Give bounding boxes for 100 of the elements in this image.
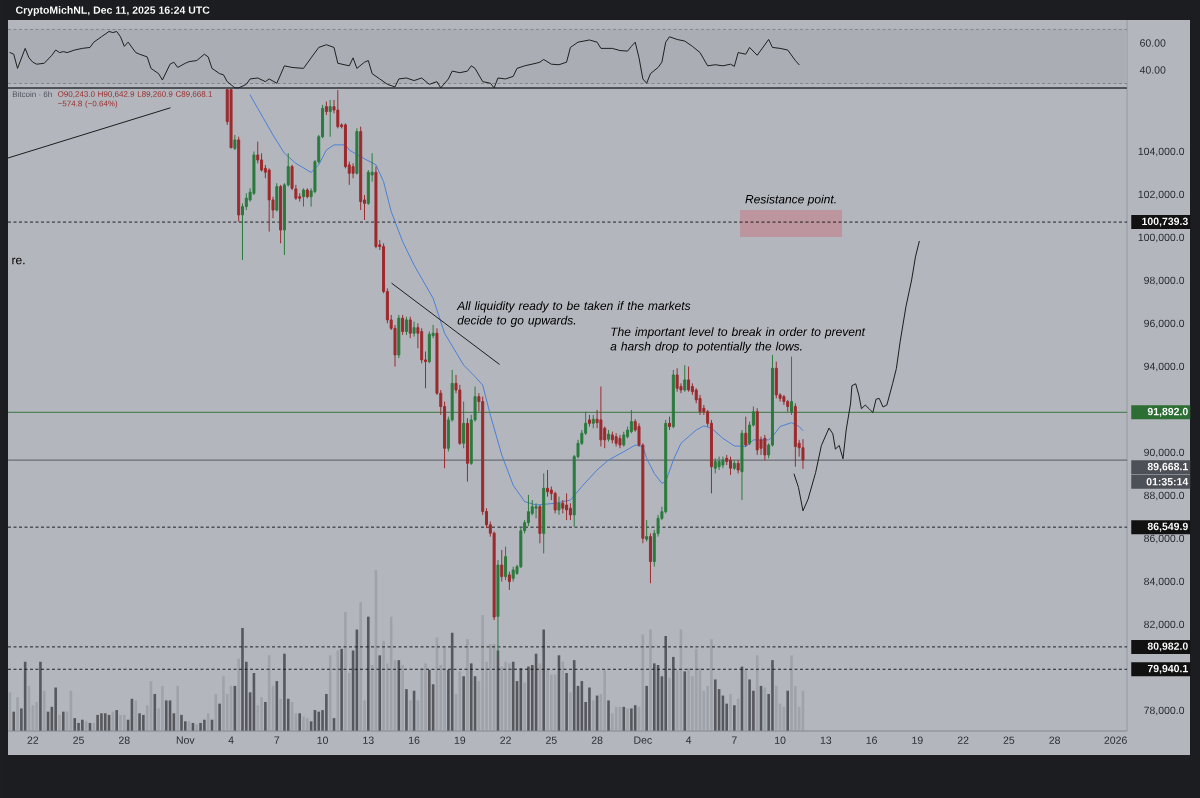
bar <box>633 705 637 731</box>
x-tick-label: 25 <box>546 736 557 744</box>
bar <box>428 669 431 731</box>
bar <box>664 636 668 731</box>
y-tick-label: 84,000.0 <box>1144 577 1185 587</box>
bar <box>652 663 656 731</box>
x-tick-label: Dec <box>634 736 652 744</box>
annotation: All liquidity ready to be taken if the markets decide to go upwards. <box>456 301 691 327</box>
bar <box>790 655 793 731</box>
bar <box>607 700 610 731</box>
candlestick <box>622 431 626 448</box>
bar <box>73 718 77 731</box>
y-tick-label: 98,000.0 <box>1144 276 1185 286</box>
candlestick <box>328 99 332 138</box>
candlestick <box>565 492 569 521</box>
candlestick <box>755 407 759 456</box>
band-label: Resistance point. <box>745 194 836 206</box>
y-tick-label: 86,000.0 <box>1144 534 1185 544</box>
bar <box>733 705 736 731</box>
candlestick <box>793 402 797 468</box>
candlestick <box>412 321 416 338</box>
bar <box>54 687 57 731</box>
x-tick-label: Nov <box>176 736 195 744</box>
bar <box>306 718 309 731</box>
bar <box>382 640 385 731</box>
bar <box>591 700 595 731</box>
candlestick <box>267 167 271 233</box>
bar <box>466 639 469 731</box>
candlestick <box>668 416 672 431</box>
bar <box>469 663 473 731</box>
y-tick-label: 100,000.0 <box>1138 233 1185 243</box>
bar <box>161 685 164 731</box>
bar <box>42 690 46 731</box>
bar <box>123 714 126 731</box>
bar <box>35 702 38 731</box>
bar <box>729 693 732 731</box>
bar <box>523 682 526 731</box>
candlestick <box>557 496 561 516</box>
bar <box>81 719 84 731</box>
x-tick-label: 10 <box>775 736 786 744</box>
y-tick-label: 96,000.0 <box>1144 319 1185 329</box>
bar <box>645 685 648 731</box>
bar <box>744 669 748 731</box>
ref-line-label: 100,739.3 <box>1142 217 1188 227</box>
candlestick <box>607 429 611 443</box>
bar <box>687 668 690 731</box>
candlestick <box>404 316 408 336</box>
ref-line-label: 91,892.0 <box>1147 407 1188 417</box>
ref-line-label: 80,982.0 <box>1147 642 1188 652</box>
bar <box>237 658 240 731</box>
bar <box>199 722 202 731</box>
y-tick-label: 82,000.0 <box>1144 620 1185 630</box>
x-tick-label: 22 <box>957 736 969 744</box>
candlestick <box>591 414 595 429</box>
bar <box>367 616 370 731</box>
candlestick <box>729 456 733 476</box>
bar <box>359 602 362 731</box>
candlestick <box>683 364 687 393</box>
x-tick-label: 28 <box>1049 736 1060 744</box>
bar <box>96 714 99 731</box>
bar <box>279 698 282 731</box>
bar <box>572 660 576 731</box>
candlestick <box>675 367 679 393</box>
bar <box>222 676 225 731</box>
bar <box>260 697 263 731</box>
y-tick-label: 104,000.0 <box>1138 147 1185 157</box>
candlestick <box>534 502 538 519</box>
bar <box>603 669 607 731</box>
x-tick-label: 19 <box>912 736 923 744</box>
bar <box>180 714 183 731</box>
bar <box>774 685 778 731</box>
annotation: re. <box>12 257 25 265</box>
candlestick <box>774 361 778 399</box>
text: 01:35:14 <box>1146 478 1189 486</box>
y-tick-label: 90,000.0 <box>1144 448 1185 458</box>
bar <box>755 655 759 731</box>
bar <box>340 648 343 731</box>
bar <box>443 647 446 731</box>
bar <box>424 663 427 731</box>
bar <box>378 655 382 731</box>
y-tick-label: 102,000.0 <box>1138 190 1185 200</box>
candlestick <box>233 134 237 151</box>
bar <box>241 627 244 731</box>
candlestick <box>504 546 508 581</box>
bar <box>401 664 404 731</box>
x-tick-label: 22 <box>500 736 511 744</box>
candlestick <box>553 491 557 514</box>
bar <box>622 706 626 731</box>
x-tick-label: 25 <box>1003 736 1015 744</box>
candlestick <box>610 431 614 444</box>
bar <box>668 677 671 731</box>
ref-line-label: 79,940.1 <box>1147 664 1188 674</box>
ref-line-label: 86,549.9 <box>1147 522 1188 532</box>
candlestick <box>732 459 736 471</box>
x-tick-label: 13 <box>820 736 832 744</box>
annotation: The important level to break in order to prevent a harsh drop to potentially the lows. <box>610 327 866 353</box>
candlestick <box>546 469 550 498</box>
bar <box>298 713 301 731</box>
x-tick-label: 13 <box>363 736 374 744</box>
candlestick <box>542 472 546 554</box>
